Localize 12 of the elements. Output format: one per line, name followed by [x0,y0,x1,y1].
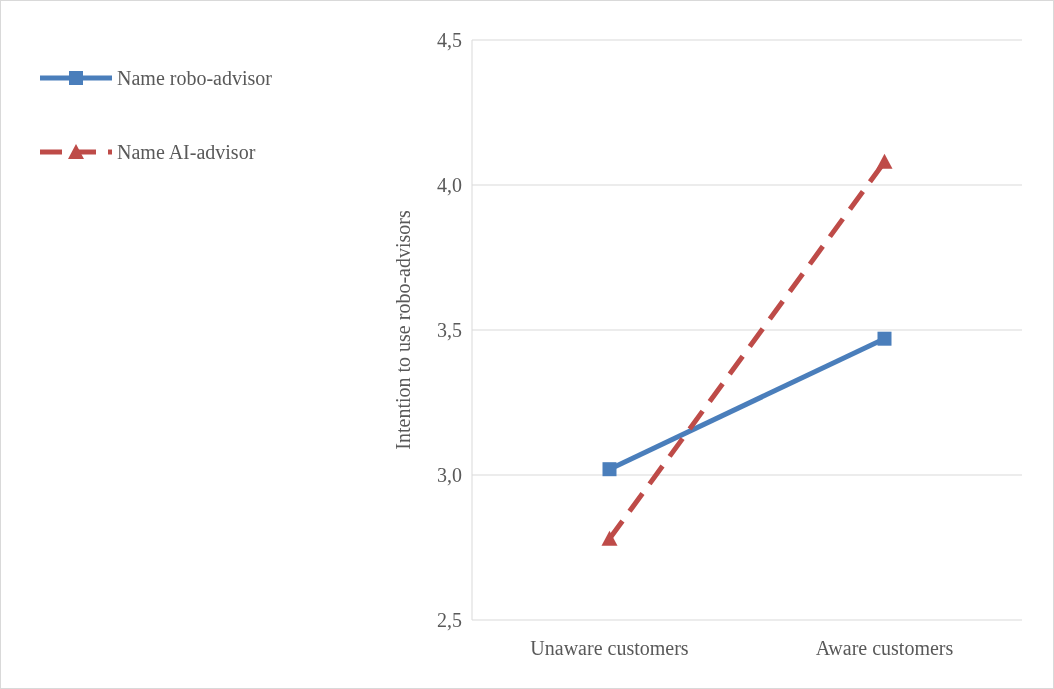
legend-label: Name robo-advisor [117,67,273,89]
y-axis-title: Intention to use robo-advisors [392,210,414,450]
y-tick-label: 3,5 [437,319,462,341]
y-tick-label: 4,0 [437,174,462,196]
point [877,331,892,346]
x-tick-label: Aware customers [815,637,954,659]
y-tick-label: 2,5 [437,609,462,631]
x-tick-label: Unaware customers [530,637,689,659]
y-tick-label: 4,5 [437,29,462,51]
point [602,462,617,477]
y-tick-label: 3,0 [437,464,462,486]
legend-label: Name AI-advisor [117,141,256,163]
